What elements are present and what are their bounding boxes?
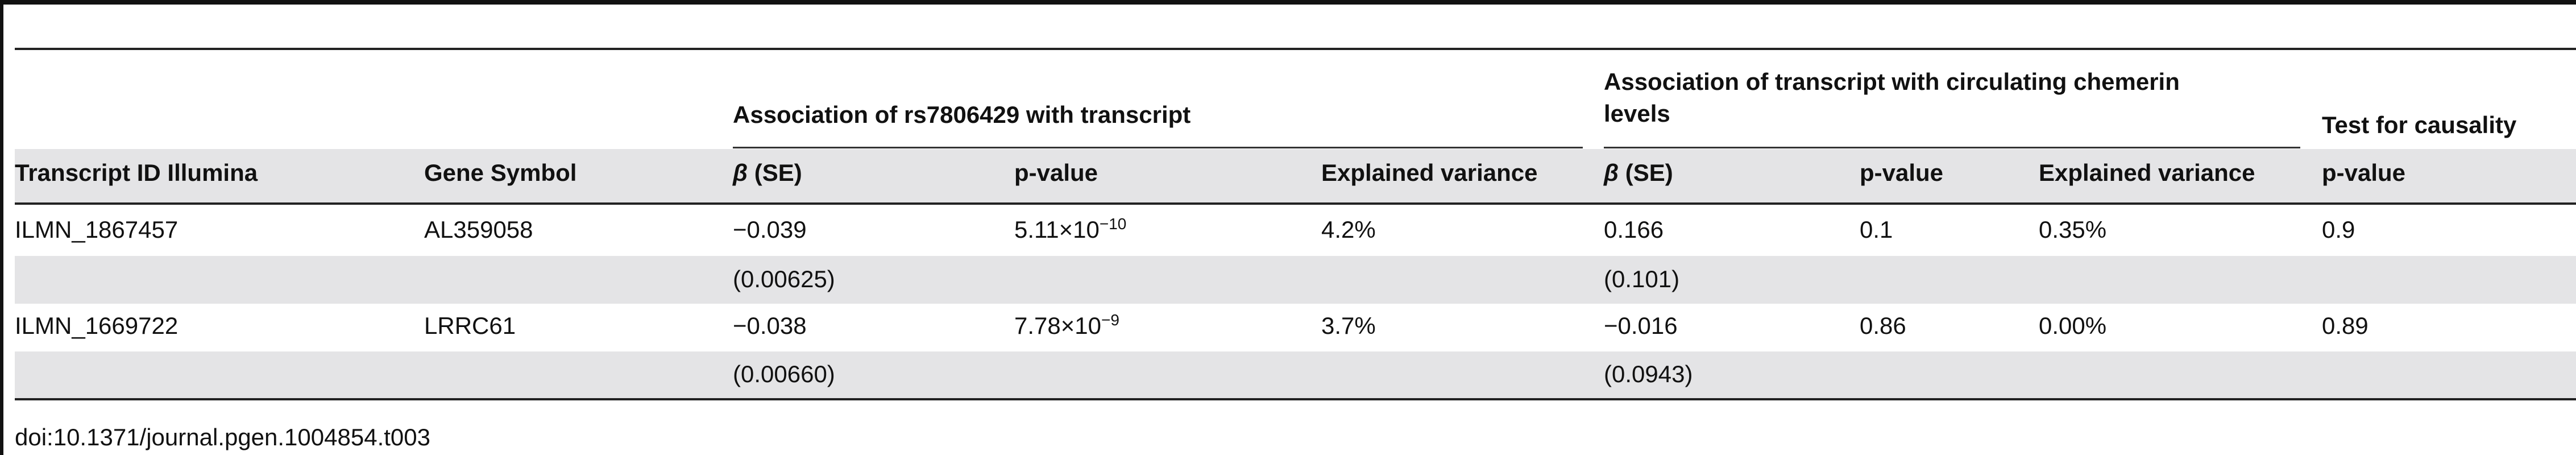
body-top-rule [15,202,2576,205]
cell-explained-variance-2: 0.35% [2039,216,2107,243]
cell-gene-symbol: AL359058 [424,216,533,243]
cell-beta: −0.038 [733,312,807,339]
group-header-rs-association: Association of rs7806429 with transcript [733,101,1191,128]
cell-gene-symbol: LRRC61 [424,312,516,339]
cell-causality-pvalue: 0.9 [2322,216,2355,243]
cell-se-2: (0.0943) [1604,361,1693,387]
cell-beta-2: 0.166 [1604,216,1664,243]
table-bottom-rule [15,398,2576,400]
cell-pvalue: 5.11×10−10 [1014,216,1126,243]
group-header-causality: Test for causality [2322,111,2517,138]
col-header-beta-se-2: β (SE) [1604,159,1673,187]
col-header-transcript-id: Transcript ID Illumina [15,159,258,186]
cell-se-2: (0.101) [1604,266,1680,292]
cell-transcript-id: ILMN_1867457 [15,216,179,243]
top-border [3,0,2576,5]
group-header-transcript-association-line2: levels [1604,100,1670,127]
col-header-gene-symbol: Gene Symbol [424,159,577,186]
cell-beta: −0.039 [733,216,807,243]
beta-symbol: β [733,159,748,186]
col-header-explained-variance-2: Explained variance [2039,159,2255,186]
cell-transcript-id: ILMN_1669722 [15,312,179,339]
col-header-pvalue-3: p-value [2322,159,2406,186]
header-top-rule [15,48,2576,50]
group-header-transcript-association-line1: Association of transcript with circulati… [1604,68,2180,95]
cell-pvalue: 7.78×10−9 [1014,312,1119,340]
row-band [15,256,2576,304]
group-underline-transcript [1604,147,2300,148]
row-band [15,351,2576,398]
se-label: (SE) [748,159,802,186]
cell-explained-variance: 4.2% [1321,216,1376,243]
pvalue-base: 5.11×10 [1014,216,1100,243]
cell-explained-variance: 3.7% [1321,312,1376,339]
doi-caption: doi:10.1371/journal.pgen.1004854.t003 [15,424,430,450]
col-header-pvalue: p-value [1014,159,1098,186]
col-header-pvalue-2: p-value [1860,159,1944,186]
pvalue-exponent: −10 [1099,215,1127,233]
cell-causality-pvalue: 0.89 [2322,312,2368,339]
se-label-2: (SE) [1619,159,1673,186]
cell-se: (0.00625) [733,266,835,292]
group-underline-rs [733,147,1583,148]
pvalue-exponent: −9 [1101,311,1119,329]
column-header-band [15,149,2576,202]
cell-pvalue-2: 0.86 [1860,312,1906,339]
cell-beta-2: −0.016 [1604,312,1678,339]
col-header-beta-se: β (SE) [733,159,802,187]
cell-pvalue-2: 0.1 [1860,216,1893,243]
col-header-explained-variance: Explained variance [1321,159,1538,186]
beta-symbol-2: β [1604,159,1619,186]
cell-explained-variance-2: 0.00% [2039,312,2107,339]
pvalue-base: 7.78×10 [1014,312,1101,339]
cell-se: (0.00660) [733,361,835,387]
